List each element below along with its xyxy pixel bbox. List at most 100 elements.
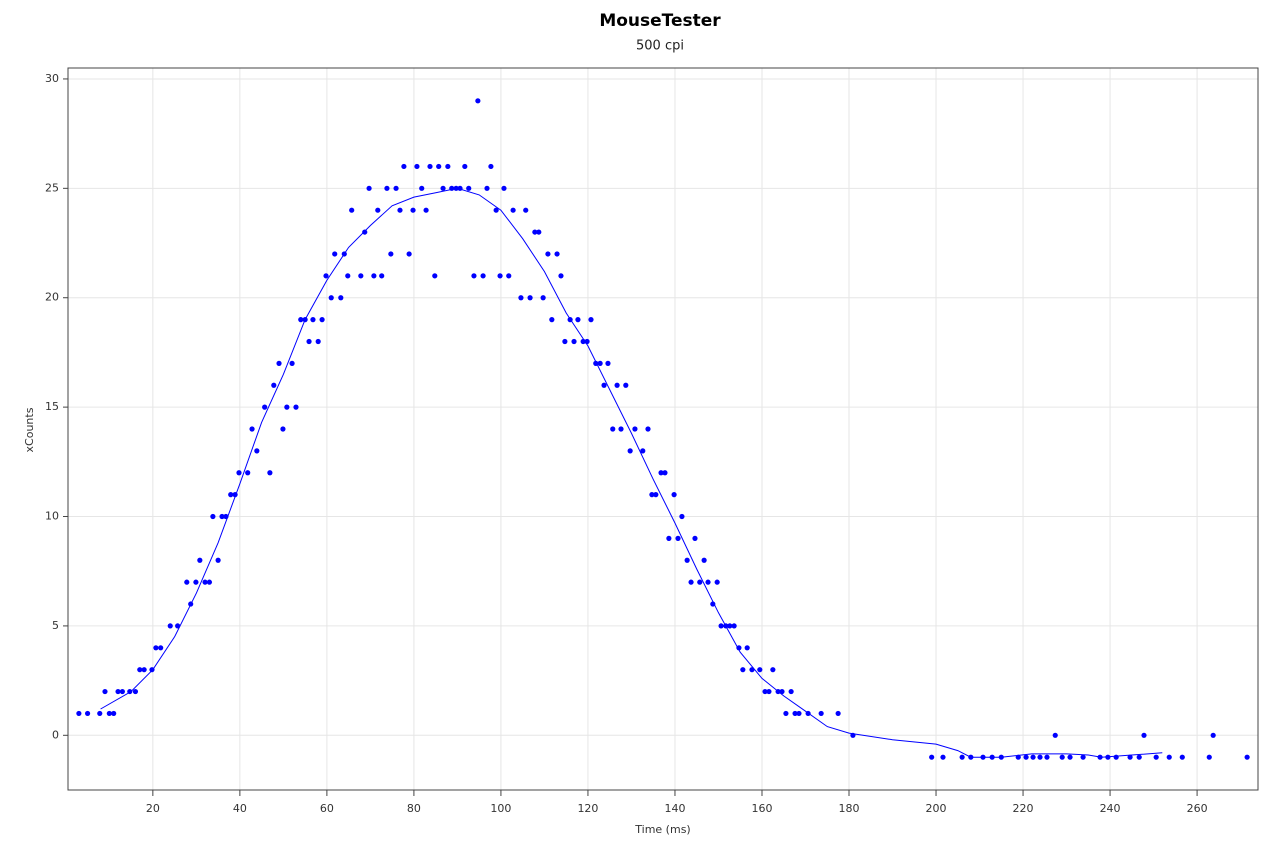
- point: [153, 645, 159, 651]
- point: [419, 185, 425, 191]
- point: [323, 273, 329, 279]
- x-tick-label: 260: [1187, 802, 1208, 815]
- point: [375, 207, 381, 213]
- point: [362, 229, 368, 235]
- point: [388, 251, 394, 257]
- point: [740, 667, 746, 673]
- point: [675, 535, 681, 541]
- point: [770, 667, 776, 673]
- point: [1044, 754, 1050, 760]
- point: [1052, 732, 1058, 738]
- point: [736, 645, 742, 651]
- point: [731, 623, 737, 629]
- point: [115, 688, 121, 695]
- point: [701, 557, 707, 563]
- point: [328, 295, 334, 301]
- point: [215, 557, 221, 563]
- point: [796, 710, 802, 717]
- point: [436, 163, 442, 170]
- y-tick-label: 15: [45, 400, 59, 413]
- point: [397, 207, 403, 213]
- x-tick-label: 40: [233, 802, 247, 815]
- point: [697, 579, 703, 585]
- point: [744, 645, 750, 651]
- point: [1179, 754, 1185, 760]
- point: [158, 645, 164, 651]
- point: [1067, 754, 1073, 760]
- point: [562, 338, 568, 345]
- point: [518, 295, 524, 301]
- point: [835, 710, 841, 717]
- point: [1113, 754, 1119, 760]
- point: [783, 710, 789, 717]
- point: [510, 207, 516, 213]
- point: [338, 295, 344, 301]
- y-tick-label: 25: [45, 181, 59, 194]
- point: [254, 448, 260, 454]
- point: [84, 710, 91, 717]
- x-tick-label: 220: [1013, 802, 1034, 815]
- point: [658, 470, 664, 476]
- point: [1206, 754, 1212, 760]
- point: [493, 207, 499, 213]
- point: [298, 317, 304, 323]
- point: [210, 513, 216, 520]
- point: [588, 317, 594, 323]
- x-tick-label: 20: [146, 802, 160, 815]
- point: [662, 470, 668, 476]
- point: [1023, 754, 1029, 760]
- point: [766, 688, 772, 695]
- point: [280, 426, 286, 432]
- point: [379, 273, 385, 279]
- point: [219, 513, 225, 520]
- point: [1136, 754, 1142, 760]
- point: [206, 579, 213, 585]
- x-tick-label: 160: [751, 802, 772, 815]
- point: [540, 295, 546, 301]
- point: [349, 207, 355, 213]
- point: [445, 163, 451, 170]
- point: [480, 273, 486, 279]
- point: [141, 667, 147, 673]
- point: [710, 601, 716, 607]
- point: [575, 317, 581, 323]
- y-tick-label: 20: [45, 291, 59, 304]
- y-axis-label: xCounts: [23, 407, 36, 452]
- point: [497, 273, 503, 279]
- point: [929, 754, 935, 760]
- point: [414, 163, 420, 170]
- point: [788, 688, 794, 695]
- point: [684, 557, 690, 563]
- point: [1037, 754, 1043, 760]
- point: [366, 185, 372, 191]
- point: [358, 273, 364, 279]
- point: [501, 185, 507, 191]
- point: [618, 426, 624, 432]
- point: [488, 163, 494, 170]
- point: [649, 492, 655, 498]
- point: [289, 360, 295, 366]
- point: [545, 251, 551, 257]
- y-tick-label: 30: [45, 72, 59, 85]
- point: [714, 579, 720, 585]
- chart-title: MouseTester: [599, 11, 721, 31]
- point: [523, 207, 529, 213]
- point: [97, 710, 103, 717]
- point: [605, 360, 611, 366]
- point: [601, 382, 607, 388]
- x-tick-label: 80: [407, 802, 421, 815]
- point: [197, 557, 203, 563]
- point: [319, 317, 325, 323]
- point: [1080, 754, 1086, 760]
- point: [666, 535, 672, 541]
- point: [401, 163, 407, 170]
- plot-frame: [67, 67, 1259, 791]
- x-tick-label: 200: [926, 802, 947, 815]
- point: [614, 382, 620, 388]
- plot-area: [68, 68, 1258, 790]
- point: [792, 710, 798, 717]
- point: [440, 185, 446, 191]
- point: [371, 273, 377, 279]
- point: [640, 448, 646, 454]
